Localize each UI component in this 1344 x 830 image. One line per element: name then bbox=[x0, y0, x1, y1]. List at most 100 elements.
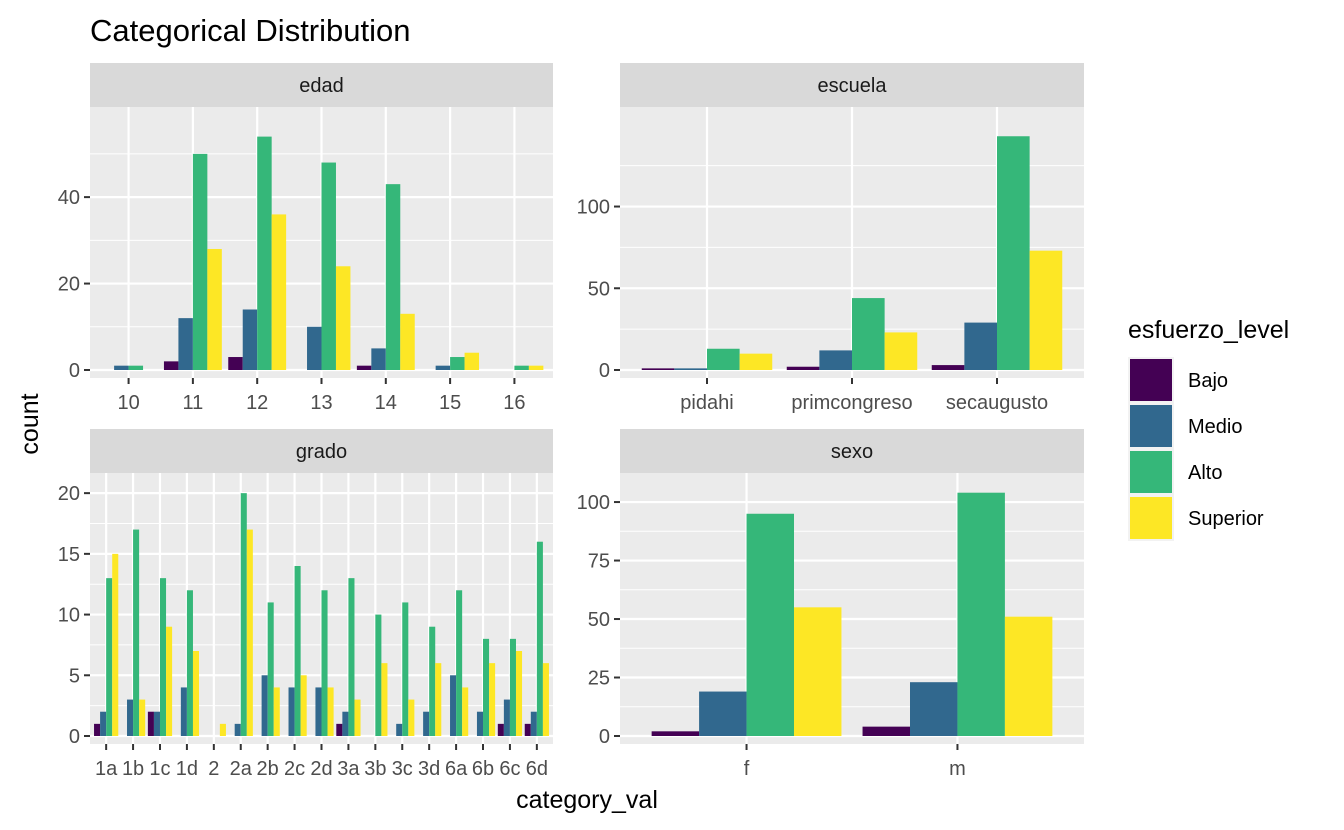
bar-grado-medio bbox=[530, 711, 537, 736]
y-tick-label: 25 bbox=[588, 668, 610, 690]
legend-swatch-medio bbox=[1130, 405, 1172, 447]
bar-grado-alto bbox=[483, 638, 490, 736]
x-tick-label: 6a bbox=[445, 758, 468, 780]
bar-sexo-superior bbox=[1004, 616, 1053, 736]
x-tick-label: 1c bbox=[149, 758, 170, 780]
facet-grado: grado 0 5 10 15 20 1a 1b 1c 1d 2 2a 2b 2c 2d 3a 3b 3c 3d 6a… bbox=[58, 429, 553, 780]
y-tick-label: 50 bbox=[588, 609, 610, 631]
bar-edad-alto bbox=[257, 136, 272, 370]
bar-sexo-superior bbox=[794, 607, 842, 736]
bar-grado-alto bbox=[348, 578, 355, 736]
bar-grado-bajo bbox=[147, 711, 154, 736]
y-tick-label: 5 bbox=[69, 665, 80, 687]
facet-sexo: sexo 0 25 50 75 100 f m bbox=[577, 429, 1084, 780]
bar-grado-superior bbox=[381, 663, 388, 736]
bar-edad-superior bbox=[335, 266, 351, 370]
x-tick-label: 11 bbox=[183, 392, 204, 414]
bar-grado-medio bbox=[127, 699, 134, 736]
x-tick-label: 13 bbox=[310, 392, 332, 414]
y-tick-label: 50 bbox=[588, 278, 610, 300]
bar-edad-superior bbox=[207, 248, 222, 370]
bar-grado-superior bbox=[246, 529, 253, 736]
bar-escuela-alto bbox=[707, 348, 740, 370]
bar-edad-medio bbox=[242, 309, 258, 370]
bar-edad-alto bbox=[128, 365, 144, 370]
bar-grado-medio bbox=[342, 711, 349, 736]
bar-edad-medio bbox=[371, 348, 386, 370]
bar-grado-superior bbox=[273, 687, 280, 736]
bar-edad-medio bbox=[307, 326, 322, 370]
x-tick-label: 3d bbox=[418, 758, 440, 780]
facet-strip bbox=[620, 63, 1084, 107]
legend-label: Bajo bbox=[1188, 370, 1228, 392]
x-tick-label: 6c bbox=[499, 758, 520, 780]
bar-escuela-bajo bbox=[641, 368, 675, 370]
bar-edad-superior bbox=[271, 214, 287, 370]
bar-grado-alto bbox=[106, 578, 113, 736]
bar-edad-bajo bbox=[228, 357, 243, 370]
bar-grado-medio bbox=[234, 723, 241, 736]
bar-grado-superior bbox=[542, 663, 549, 736]
bar-grado-alto bbox=[456, 590, 463, 736]
bar-grado-medio bbox=[450, 675, 457, 736]
x-tick-label: 6b bbox=[472, 758, 494, 780]
legend-label: Alto bbox=[1188, 462, 1222, 484]
legend-label: Superior bbox=[1188, 508, 1264, 530]
bar-grado-medio bbox=[503, 699, 510, 736]
y-tick-label: 0 bbox=[69, 360, 80, 382]
legend-title: esfuerzo_level bbox=[1128, 316, 1289, 344]
bar-escuela-medio bbox=[674, 368, 707, 370]
bar-grado-superior bbox=[489, 663, 496, 736]
x-tick-label: 3a bbox=[337, 758, 360, 780]
y-tick-label: 75 bbox=[588, 551, 610, 573]
bar-edad-medio bbox=[435, 365, 451, 370]
facet-strip-label: edad bbox=[299, 75, 344, 97]
bar-grado-alto bbox=[186, 590, 193, 736]
x-tick-label: 15 bbox=[439, 392, 461, 414]
bar-grado-alto bbox=[240, 493, 247, 736]
bar-sexo-medio bbox=[699, 691, 747, 736]
bar-edad-alto bbox=[450, 357, 465, 370]
bar-grado-medio bbox=[180, 687, 187, 736]
legend-swatch-superior bbox=[1130, 497, 1172, 539]
bar-grado-alto bbox=[536, 541, 543, 736]
legend-swatch-bajo bbox=[1130, 359, 1172, 401]
bar-sexo-medio bbox=[910, 682, 958, 736]
bar-grado-alto bbox=[375, 614, 382, 736]
facet-strip bbox=[90, 63, 553, 107]
bar-grado-bajo bbox=[336, 723, 343, 736]
bar-escuela-bajo bbox=[786, 366, 820, 370]
x-tick-label: pidahi bbox=[680, 392, 733, 414]
bar-edad-superior bbox=[400, 313, 415, 370]
bar-grado-alto bbox=[509, 638, 516, 736]
bar-edad-alto bbox=[385, 184, 401, 370]
x-tick-label: secaugusto bbox=[946, 392, 1048, 414]
bar-grado-superior bbox=[139, 699, 146, 736]
legend-label: Medio bbox=[1188, 416, 1242, 438]
legend-swatch-alto bbox=[1130, 451, 1172, 493]
bar-grado-superior bbox=[515, 651, 523, 736]
facet-strip-label: sexo bbox=[831, 441, 873, 463]
bar-grado-alto bbox=[159, 578, 167, 736]
bar-grado-superior bbox=[219, 723, 226, 736]
y-tick-label: 100 bbox=[577, 197, 610, 219]
x-tick-label: 6d bbox=[526, 758, 548, 780]
y-tick-label: 20 bbox=[58, 483, 80, 505]
bar-grado-alto bbox=[429, 626, 436, 736]
x-tick-label: 2d bbox=[310, 758, 332, 780]
x-tick-label: 2 bbox=[208, 758, 219, 780]
bar-grado-alto bbox=[402, 602, 409, 736]
bar-edad-medio bbox=[178, 318, 193, 370]
bar-sexo-alto bbox=[957, 492, 1005, 736]
chart-title: Categorical Distribution bbox=[90, 13, 410, 48]
bar-grado-medio bbox=[100, 711, 107, 736]
bar-grado-superior bbox=[166, 626, 173, 736]
bar-grado-superior bbox=[462, 687, 469, 736]
y-tick-label: 10 bbox=[58, 605, 80, 627]
legend: esfuerzo_level Bajo Medio Alto Superior bbox=[1128, 316, 1289, 541]
x-tick-label: 1b bbox=[122, 758, 144, 780]
bar-grado-alto bbox=[321, 590, 328, 736]
facet-strip-label: escuela bbox=[818, 75, 888, 97]
